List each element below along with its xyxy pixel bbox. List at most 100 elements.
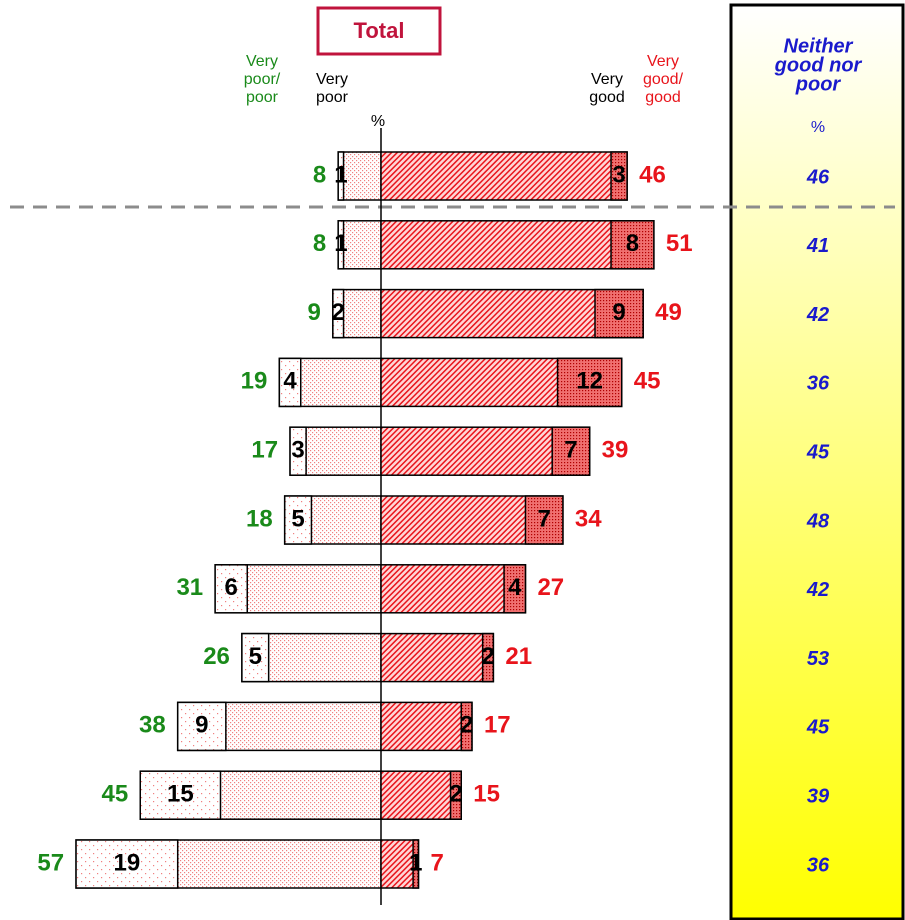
data-label: 7 bbox=[430, 849, 443, 876]
neither-panel bbox=[729, 3, 905, 920]
data-label: 1 bbox=[334, 161, 347, 188]
data-label: 51 bbox=[666, 230, 693, 257]
bar-segment bbox=[278, 357, 302, 408]
data-label: 57 bbox=[37, 849, 64, 876]
data-label: 41 bbox=[806, 235, 829, 257]
data-label: 48 bbox=[806, 510, 830, 532]
bar bbox=[380, 564, 527, 614]
data-label: 2 bbox=[481, 643, 494, 670]
data-label: 2 bbox=[332, 299, 345, 326]
data-label: 49 bbox=[655, 299, 682, 326]
data-label: 42 bbox=[806, 304, 829, 326]
legend-label: poor bbox=[795, 73, 842, 95]
data-label: 42 bbox=[806, 579, 829, 601]
data-label: 19 bbox=[114, 849, 141, 876]
data-label: 36 bbox=[807, 373, 830, 395]
bar-segment bbox=[481, 632, 495, 683]
data-label: 3 bbox=[612, 161, 625, 188]
bar-segment bbox=[176, 701, 227, 752]
data-label: 15 bbox=[167, 781, 194, 808]
data-label: 4 bbox=[283, 368, 297, 395]
data-label: 39 bbox=[807, 785, 830, 807]
legend-label: poor bbox=[316, 89, 349, 106]
legend-label: Very bbox=[647, 53, 679, 70]
data-label: 46 bbox=[806, 166, 830, 188]
unit-label: % bbox=[371, 113, 385, 130]
title-box bbox=[316, 6, 442, 56]
data-label: 53 bbox=[807, 648, 829, 670]
legend-label: good/ bbox=[643, 71, 684, 88]
data-label: 45 bbox=[806, 441, 830, 463]
data-label: 39 bbox=[602, 437, 629, 464]
chart-title: Total bbox=[354, 18, 405, 43]
data-label: 9 bbox=[307, 299, 320, 326]
data-label: 6 bbox=[225, 574, 238, 601]
data-label: 38 bbox=[139, 712, 166, 739]
bar-segment bbox=[594, 288, 644, 339]
data-label: 4 bbox=[508, 574, 522, 601]
bar-segment bbox=[449, 770, 462, 820]
bar-segment bbox=[556, 357, 623, 408]
data-label: 3 bbox=[291, 437, 304, 464]
data-label: 8 bbox=[313, 161, 326, 188]
bar-segment bbox=[503, 564, 527, 614]
data-label: 9 bbox=[612, 299, 625, 326]
data-label: 19 bbox=[241, 368, 268, 395]
data-label: 7 bbox=[564, 437, 577, 464]
data-label: 8 bbox=[313, 230, 326, 257]
data-label: 27 bbox=[537, 574, 564, 601]
bar-segment bbox=[551, 426, 591, 476]
data-label: 2 bbox=[460, 712, 473, 739]
data-label: 7 bbox=[537, 505, 550, 532]
data-label: 21 bbox=[505, 643, 532, 670]
bar-segment bbox=[332, 288, 345, 339]
data-label: 17 bbox=[251, 437, 278, 464]
data-label: 2 bbox=[449, 781, 462, 808]
data-label: 8 bbox=[626, 230, 639, 257]
bar-segment bbox=[241, 632, 270, 683]
data-label: 45 bbox=[102, 781, 129, 808]
bar-segment bbox=[337, 151, 345, 201]
data-label: 1 bbox=[334, 230, 347, 257]
legend-label: good bbox=[645, 89, 681, 106]
legend-label: Neither bbox=[784, 35, 854, 57]
data-label: 5 bbox=[291, 505, 304, 532]
data-label: 1 bbox=[409, 849, 422, 876]
bar bbox=[380, 701, 473, 752]
bar-segment bbox=[283, 495, 313, 545]
bar-segment bbox=[610, 220, 655, 270]
data-label: 31 bbox=[176, 574, 203, 601]
bar-segment bbox=[337, 220, 345, 270]
legend-label: Very bbox=[591, 71, 623, 88]
legend-label: poor bbox=[246, 89, 279, 106]
bar-segment bbox=[75, 839, 179, 889]
bar-segment bbox=[524, 495, 564, 545]
bar bbox=[380, 632, 495, 683]
data-label: 45 bbox=[806, 717, 830, 739]
bar-segment bbox=[139, 770, 222, 820]
data-label: 34 bbox=[575, 505, 602, 532]
bar-segment bbox=[610, 151, 628, 201]
legend-label: good bbox=[589, 89, 625, 106]
bar-segment bbox=[412, 839, 420, 889]
data-label: 46 bbox=[639, 161, 666, 188]
data-label: 9 bbox=[195, 712, 208, 739]
bar-segment bbox=[460, 701, 473, 752]
legend-label: poor/ bbox=[244, 71, 281, 88]
bar bbox=[380, 770, 462, 820]
bar-segment bbox=[214, 564, 248, 614]
legend-label: good nor bbox=[774, 54, 863, 76]
data-label: 36 bbox=[807, 854, 830, 876]
bar bbox=[380, 151, 628, 201]
data-label: 18 bbox=[246, 505, 273, 532]
data-label: 5 bbox=[249, 643, 262, 670]
legend-label: Very bbox=[316, 71, 348, 88]
bar-segment bbox=[289, 426, 307, 476]
data-label: 17 bbox=[484, 712, 511, 739]
data-label: 45 bbox=[634, 368, 661, 395]
unit-label: % bbox=[811, 119, 825, 136]
data-label: 12 bbox=[576, 368, 603, 395]
data-label: 15 bbox=[473, 781, 500, 808]
legend-label: Very bbox=[246, 53, 278, 70]
